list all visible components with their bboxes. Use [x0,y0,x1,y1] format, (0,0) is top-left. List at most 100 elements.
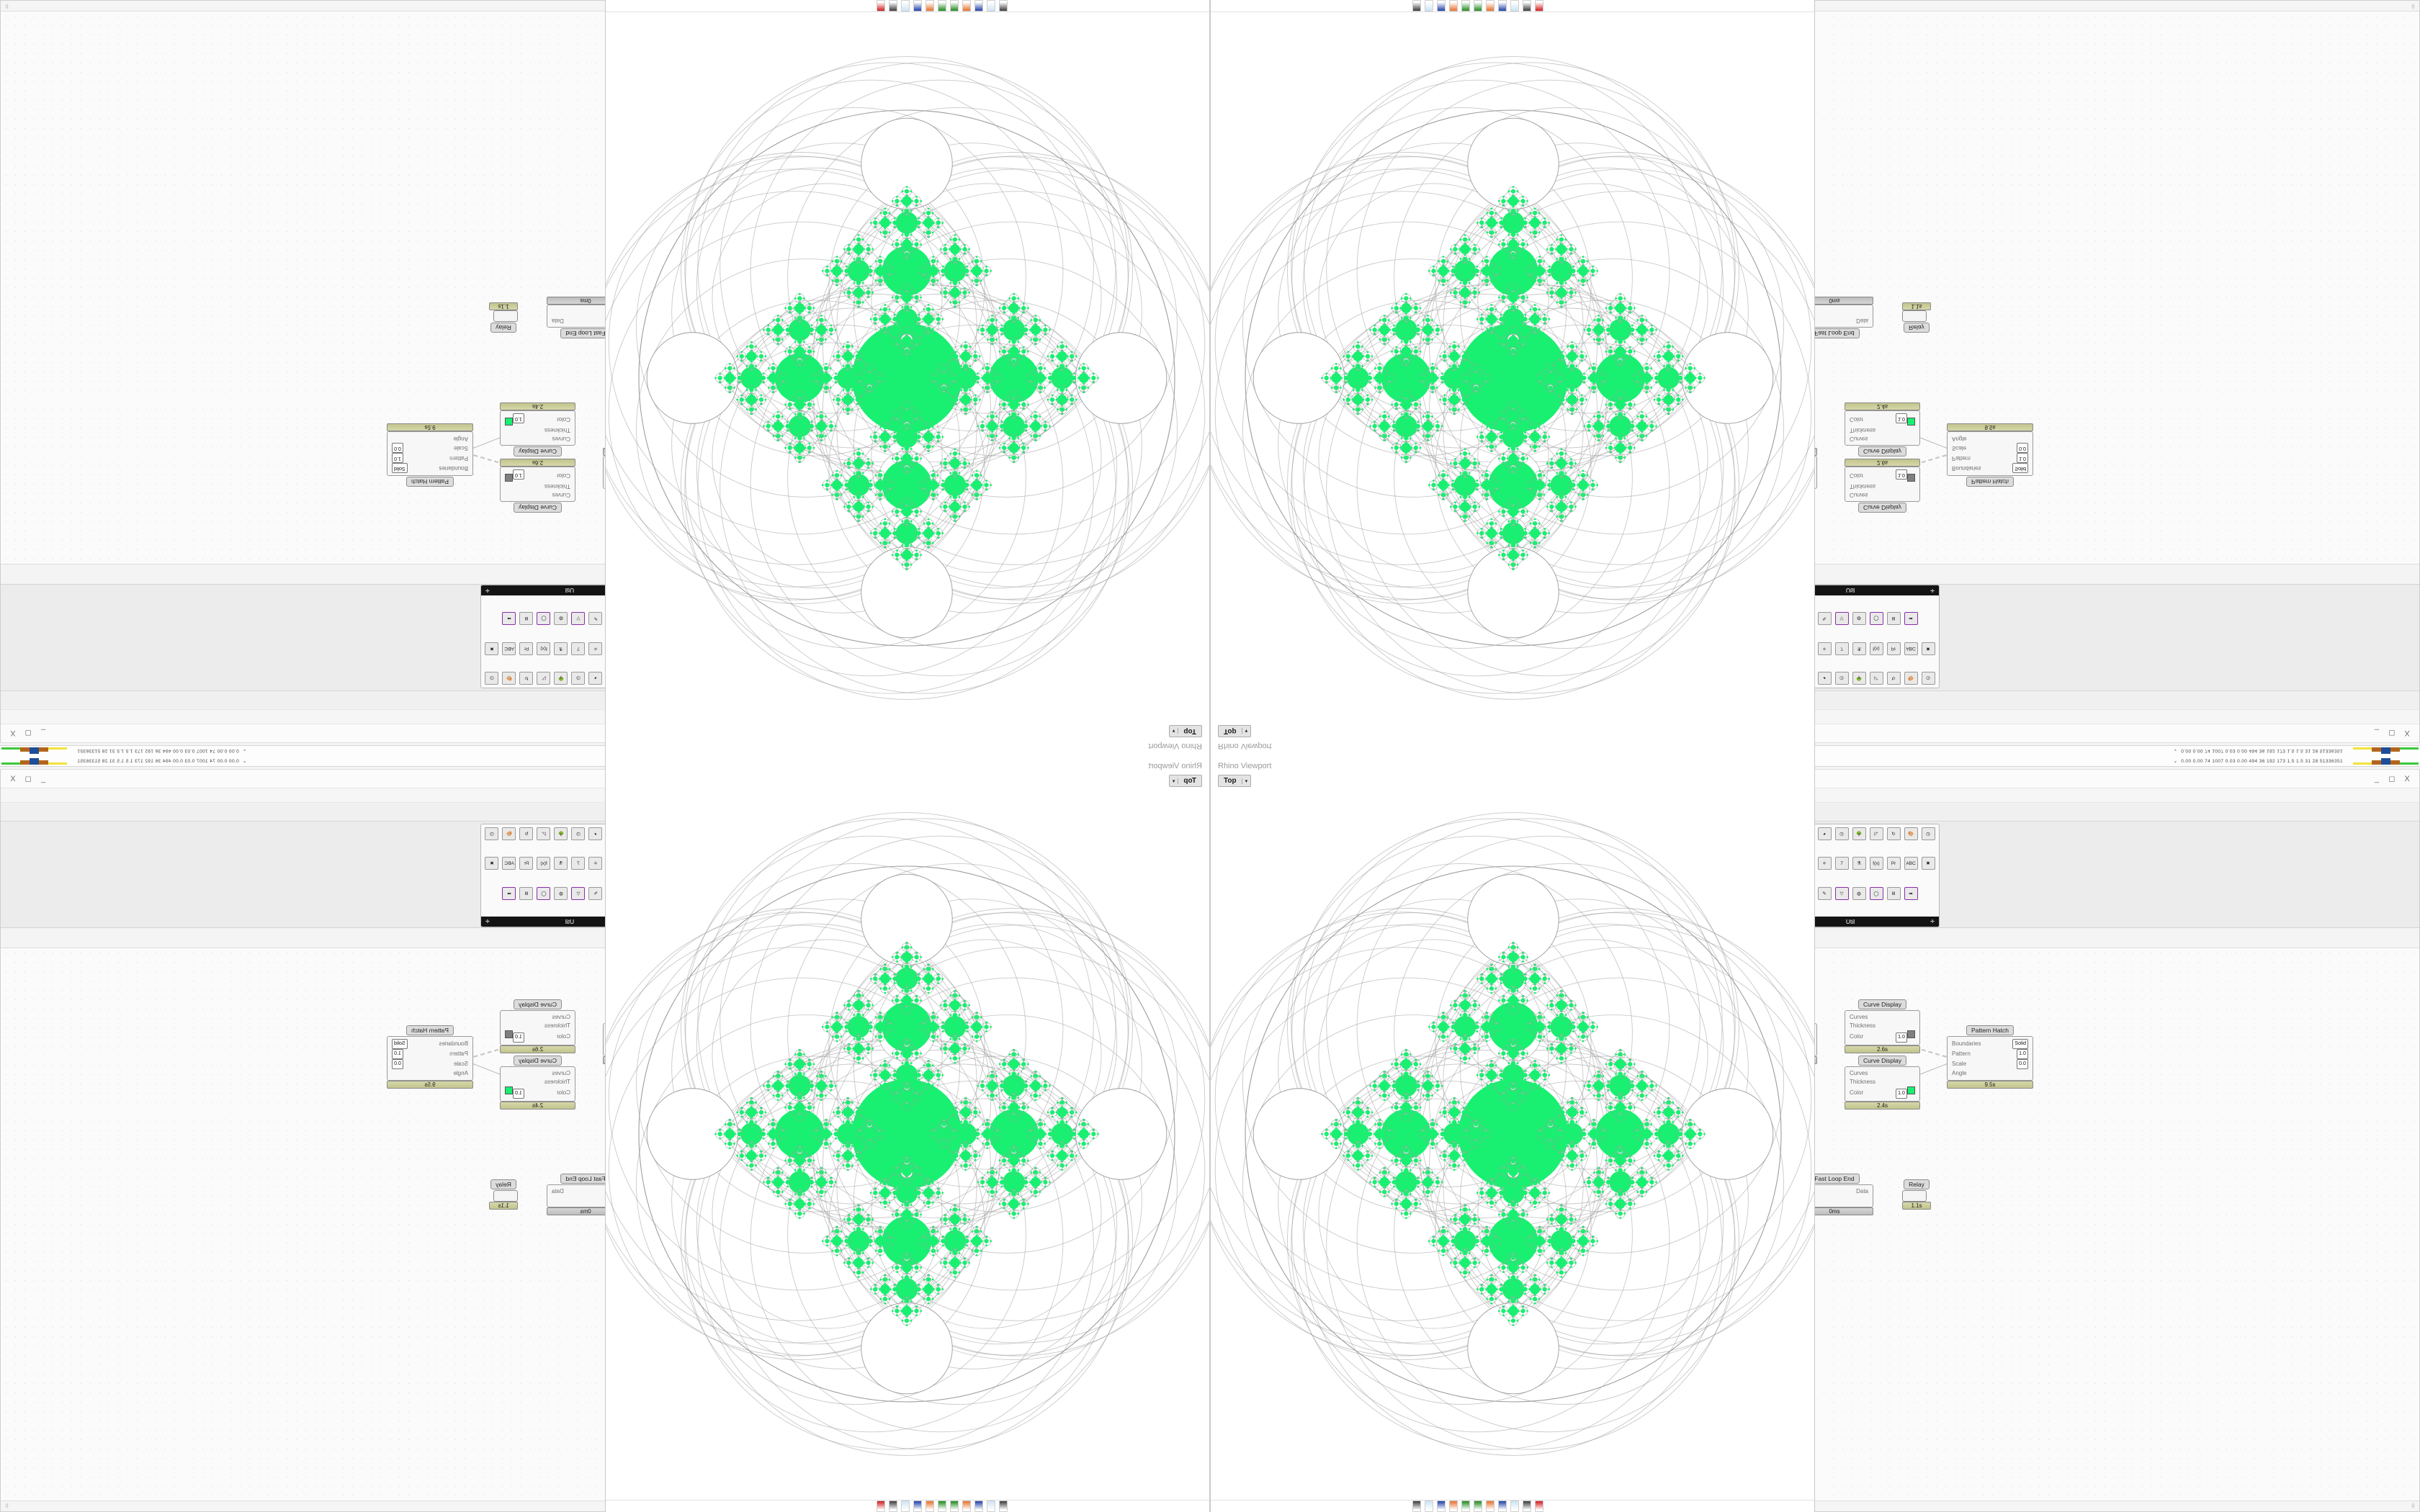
gh-component[interactable]: Relay 1.1s [1902,302,1931,335]
component-body[interactable] [493,1190,518,1202]
ink2-icon[interactable] [1523,1500,1531,1512]
component-body[interactable]: Boundaries Solid Pattern 1.0 Scale 0.0 Angle [1947,431,2033,476]
param-value[interactable]: 1.0 [1896,1032,1907,1043]
chevron-down-icon[interactable]: ▾ [1169,728,1179,734]
terminal-green2-icon[interactable] [1474,0,1482,12]
component-icon[interactable]: Ⅲ [1886,886,1901,901]
param-value[interactable]: 1.0 [392,453,403,463]
component-icon[interactable]: ◯ [536,886,552,901]
component-icon[interactable]: 🌳 [553,671,569,685]
component-body[interactable]: Boundaries Solid Pattern 1.0 Scale 0.0 Angle [387,1036,473,1081]
component-icon[interactable]: ◍ [553,611,569,626]
ink2-icon[interactable] [889,0,897,12]
calc-icon[interactable] [1425,1500,1433,1512]
viewport-view-selector[interactable]: Top ▾ [1218,775,1252,787]
floppy-blue-icon[interactable] [1437,0,1446,12]
component-body[interactable]: Curves Thickness Color 1.0 [1845,1010,1920,1045]
close-button[interactable]: X [2404,774,2410,783]
component-icon[interactable]: ✖ [484,642,500,656]
component-icon[interactable]: ⚛ [588,856,604,870]
param-value[interactable]: 1.0 [2017,1049,2028,1059]
param-value[interactable]: 1.0 [513,469,524,480]
component-body[interactable]: Curves Thickness Color 1.0 [1845,410,1920,446]
component-icon[interactable]: Pr [1886,856,1901,870]
expand-icon[interactable]: ✛ [1930,588,1935,593]
gh-component[interactable]: Curve Display Curves Thickness Color 1.0 2.4s [500,1053,575,1110]
component-icon[interactable]: ◕ [588,671,604,685]
chevron-down-icon[interactable]: ▾ [1241,778,1251,784]
component-body[interactable]: Boundaries Solid Pattern 1.0 Scale 0.0 Angle [1947,1036,2033,1081]
component-icon[interactable]: ◷ [1834,671,1850,685]
param-value[interactable]: Solid [2012,463,2028,473]
component-icon[interactable]: ✖ [1920,642,1936,656]
component-icon[interactable]: ✎ [1816,886,1832,901]
maximize-button[interactable]: ◻ [2388,775,2396,783]
viewport-top-left[interactable]: Rhino Viewport Top ▾ [605,0,1210,756]
record-red-icon[interactable] [1535,0,1543,12]
component-icon[interactable]: ⚛ [1816,642,1832,656]
component-icon[interactable]: ◯ [536,611,552,626]
component-body[interactable]: Curves Thickness Color 1.0 [1845,1066,1920,1102]
component-body[interactable] [493,310,518,322]
component-icon[interactable]: 🎨 [1903,827,1919,841]
component-icon[interactable]: ◷ [1834,827,1850,841]
component-icon[interactable]: ABC [501,856,517,870]
gh-component[interactable]: Pattern Hatch Boundaries Solid Pattern 1.0 Sc… [387,1023,473,1089]
maximize-button[interactable]: ◻ [2388,729,2396,737]
gh-component[interactable]: Curve Display Curves Thickness Color 1.0 2.6s [500,459,575,515]
component-icon[interactable]: 7 [1834,642,1850,656]
viewport-view-selector[interactable]: Top ▾ [1168,775,1202,787]
component-icon[interactable]: ↻ [1886,827,1901,841]
record-red-icon[interactable] [877,1500,885,1512]
expand-icon[interactable]: ✛ [485,919,490,924]
component-icon[interactable]: 🎨 [501,671,517,685]
component-icon[interactable]: Pr [1886,642,1901,656]
param-value[interactable]: Solid [392,1039,408,1049]
viewport-bottom-left[interactable]: Rhino Viewport Top ▾ [605,756,1210,1512]
component-icon[interactable]: ⚗ [1851,856,1867,870]
component-icon[interactable]: f(x) [536,642,552,656]
param-value[interactable]: 1.0 [1896,1089,1907,1099]
expand-icon[interactable]: ✛ [485,588,490,593]
component-icon[interactable]: ABC [501,642,517,656]
color-swatch[interactable] [505,418,513,426]
record-red-icon[interactable] [877,0,885,12]
component-icon[interactable]: ◍ [1851,886,1867,901]
component-icon[interactable]: ➡ [501,611,517,626]
floppy-blue-icon[interactable] [1437,1500,1446,1512]
component-icon[interactable]: ➡ [501,886,517,901]
component-icon[interactable]: 🌳 [1851,671,1867,685]
component-icon[interactable]: 7 [570,642,586,656]
component-icon[interactable]: ABC [1903,642,1919,656]
component-icon[interactable]: f(x) [1868,856,1884,870]
component-body[interactable]: Curves Thickness Color 1.0 [500,467,575,502]
component-icon[interactable]: ↻ [519,671,534,685]
component-icon[interactable]: ◸ [536,827,552,841]
calc2-icon[interactable] [1510,0,1519,12]
floppy-blue-icon[interactable] [974,1500,983,1512]
floppy-blue-icon[interactable] [974,0,983,12]
ink-icon[interactable] [999,0,1008,12]
component-icon[interactable]: ↻ [1886,671,1901,685]
gh-component[interactable]: Pattern Hatch Boundaries Solid Pattern 1.0 Sc… [1947,1023,2033,1089]
color-swatch[interactable] [1907,1030,1915,1038]
component-icon[interactable]: ▽ [1834,611,1850,626]
terminal-green2-icon[interactable] [938,0,946,12]
param-value[interactable]: 1.0 [513,413,524,423]
component-icon[interactable]: ⚗ [553,642,569,656]
component-icon[interactable]: Ⅲ [519,611,534,626]
terminal-green2-icon[interactable] [1474,1500,1482,1512]
component-icon[interactable]: ↻ [519,827,534,841]
param-value[interactable]: 1.0 [513,1032,524,1043]
gh-component[interactable]: Pattern Hatch Boundaries Solid Pattern 1.0 Sc… [387,423,473,489]
component-icon[interactable]: f(x) [1868,642,1884,656]
flame-icon[interactable] [962,0,971,12]
component-icon[interactable]: ◸ [1868,671,1884,685]
component-icon[interactable]: Ⅲ [1886,611,1901,626]
calc-icon[interactable] [987,1500,995,1512]
component-body[interactable]: Curves Thickness Color 1.0 [500,410,575,446]
status-chevron-icon[interactable]: ⌄ [2173,759,2178,764]
floppy-blue2-icon[interactable] [913,1500,922,1512]
maximize-button[interactable]: ◻ [24,729,32,737]
calc2-icon[interactable] [1510,1500,1519,1512]
